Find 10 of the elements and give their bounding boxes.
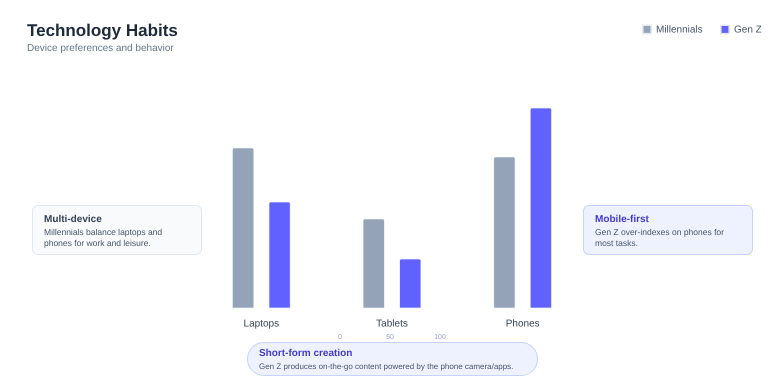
- note-card: Mobile-first Gen Z over-indexes on phones for most tasks.: [583, 205, 753, 255]
- legend-label: Gen Z: [734, 24, 762, 36]
- chart-title: Technology Habits: [27, 20, 178, 42]
- note-card: Short-form creation Gen Z produces on-the-go content powered by the phone camera/apps.: [247, 342, 538, 376]
- x-tick-label: Phones: [506, 318, 540, 330]
- legend-label: Millennials: [656, 24, 703, 36]
- x-tick-label: Laptops: [244, 318, 280, 330]
- x-tick-label: Tablets: [376, 318, 408, 330]
- text: Device preferences and behavior: [27, 42, 175, 55]
- note-card: Multi-device Millennials balance laptops and phones for work and leisure.: [32, 205, 202, 255]
